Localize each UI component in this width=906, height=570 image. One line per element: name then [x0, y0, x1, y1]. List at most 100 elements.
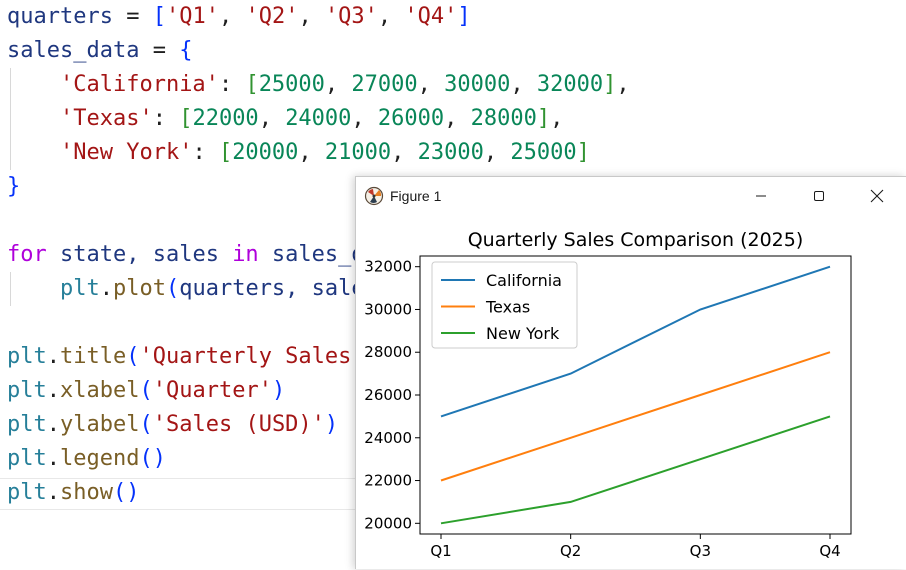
- code-token: 26000: [377, 106, 445, 131]
- code-token: ,: [483, 140, 511, 165]
- code-token: ]: [603, 72, 617, 97]
- code-token: ,: [417, 72, 445, 97]
- code-token: 'Q3': [324, 4, 378, 29]
- line-chart: Quarterly Sales Comparison (2025) 20000 22…: [364, 229, 852, 560]
- code-token: ): [152, 446, 166, 471]
- code-token: [: [179, 106, 193, 131]
- close-icon: [870, 189, 884, 203]
- code-token: .: [46, 412, 60, 437]
- code-token: =: [112, 4, 153, 29]
- code-line: plt.show(): [7, 476, 139, 510]
- code-token: ]: [457, 4, 471, 29]
- code-token: plt: [7, 344, 47, 369]
- code-token: plt: [7, 378, 47, 403]
- close-button[interactable]: [848, 177, 906, 215]
- maximize-button[interactable]: [790, 177, 848, 215]
- y-tick-label: 30000: [364, 300, 412, 318]
- code-token: 20000: [232, 140, 299, 165]
- code-token: .: [46, 378, 60, 403]
- code-line: 'Texas': [22000, 24000, 26000, 28000],: [7, 102, 563, 136]
- code-token: state, sales: [46, 242, 233, 267]
- y-tick-label: 24000: [364, 429, 412, 447]
- code-token: =: [139, 38, 180, 63]
- plot-area[interactable]: Quarterly Sales Comparison (2025) 20000 22…: [356, 215, 906, 570]
- series-line-new-york: [440, 415, 831, 525]
- code-token: (: [165, 276, 180, 301]
- y-tick-label: 28000: [364, 343, 412, 361]
- code-token: 'Q2': [245, 4, 299, 29]
- matplotlib-figure-icon: [364, 186, 384, 206]
- code-token: 'Quarter': [152, 378, 272, 403]
- code-line: }: [7, 170, 20, 204]
- code-token: ,: [258, 106, 286, 131]
- code-token: .: [46, 446, 60, 471]
- code-token: 25000: [510, 140, 577, 165]
- code-token: ,: [298, 140, 325, 165]
- figure-window[interactable]: Figure 1 Quarterly Sales Comparison (202…: [355, 176, 906, 569]
- chart-title: Quarterly Sales Comparison (2025): [468, 229, 804, 251]
- code-token: {: [179, 38, 193, 63]
- code-token: (: [139, 378, 153, 403]
- code-token: in: [232, 242, 259, 267]
- code-token: ,: [510, 72, 537, 97]
- code-token: .: [46, 480, 60, 505]
- minimize-button[interactable]: [732, 177, 790, 215]
- code-token: plt: [7, 412, 47, 437]
- indent-guide: [10, 272, 11, 306]
- code-token: 'Sales (USD)': [152, 412, 325, 437]
- code-token: :: [152, 106, 180, 131]
- legend-label: California: [486, 271, 562, 290]
- code-token: [: [218, 140, 233, 165]
- code-token: 'Q4': [404, 4, 458, 29]
- code-token: ,: [550, 106, 564, 131]
- code-line: plt.legend(): [7, 442, 166, 476]
- code-token: (: [139, 446, 153, 471]
- code-token: title: [60, 344, 127, 369]
- code-token: plt: [59, 276, 100, 301]
- code-token: [: [152, 4, 166, 29]
- window-titlebar[interactable]: Figure 1: [356, 177, 906, 215]
- minimize-icon: [756, 195, 766, 197]
- code-token: }: [7, 174, 21, 199]
- code-line: 'California': [25000, 27000, 30000, 3200…: [7, 68, 630, 102]
- code-line: quarters = ['Q1', 'Q2', 'Q3', 'Q4']: [7, 0, 471, 34]
- code-token: [7, 72, 60, 97]
- indent-guide: [10, 68, 11, 170]
- code-token: ): [324, 412, 339, 437]
- y-tick-label: 20000: [364, 514, 412, 532]
- code-token: ]: [536, 106, 551, 131]
- legend-label: Texas: [485, 298, 530, 317]
- y-tick-label: 22000: [364, 472, 412, 490]
- code-token: 'Q1': [165, 4, 219, 29]
- code-token: 24000: [285, 106, 352, 131]
- x-tick-label: Q3: [690, 542, 711, 560]
- code-line: 'New York': [20000, 21000, 23000, 25000]: [7, 136, 590, 170]
- code-token: 32000: [536, 72, 604, 97]
- code-line: plt.ylabel('Sales (USD)'): [7, 408, 338, 442]
- code-token: (: [139, 412, 153, 437]
- code-token: for: [7, 242, 47, 267]
- code-token: ,: [324, 72, 352, 97]
- code-token: (: [112, 480, 127, 505]
- window-title: Figure 1: [390, 188, 442, 204]
- code-token: quarters: [7, 4, 113, 29]
- code-token: 27000: [351, 72, 418, 97]
- code-token: sales_data: [7, 38, 140, 63]
- maximize-icon: [814, 191, 824, 201]
- code-token: [: [245, 72, 259, 97]
- code-token: 'California': [59, 72, 219, 97]
- code-token: show: [60, 480, 113, 505]
- code-line: plt.xlabel('Quarter'): [7, 374, 285, 408]
- code-token: [7, 140, 60, 165]
- legend-label: New York: [486, 324, 560, 343]
- code-line: sales_data = {: [7, 34, 192, 68]
- code-token: 30000: [444, 72, 511, 97]
- code-token: xlabel: [60, 378, 140, 403]
- y-tick-label: 26000: [364, 386, 412, 404]
- code-token: plt: [7, 480, 47, 505]
- code-token: ): [271, 378, 286, 403]
- code-token: ,: [298, 4, 325, 29]
- code-token: plt: [7, 446, 47, 471]
- code-token: ylabel: [60, 412, 140, 437]
- series-line-texas: [440, 351, 831, 482]
